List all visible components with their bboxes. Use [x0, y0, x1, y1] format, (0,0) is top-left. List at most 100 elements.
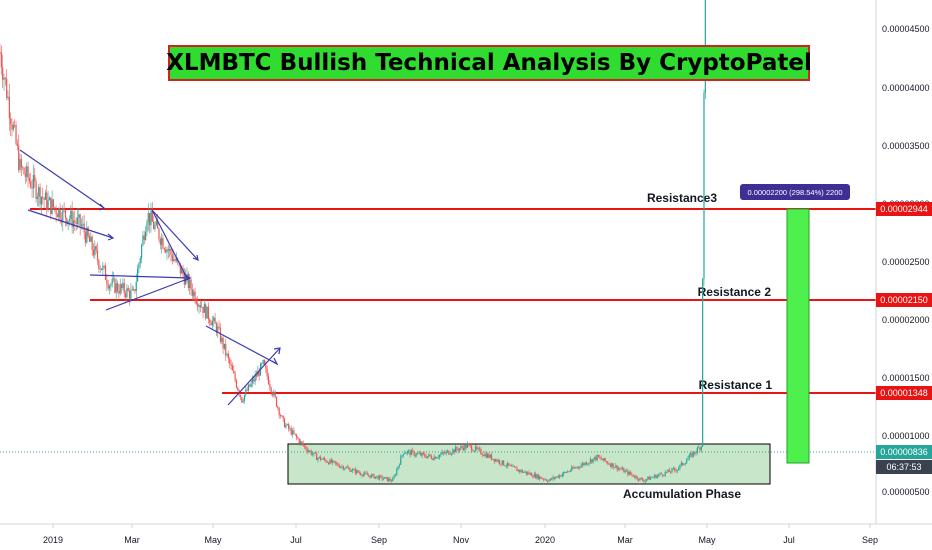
candle [456, 447, 458, 450]
accumulation-zone[interactable] [287, 443, 771, 485]
candle [513, 465, 515, 468]
candle [385, 477, 387, 478]
price-axis[interactable]: 0.000045000.000040000.000035000.00003000… [882, 24, 930, 497]
candle [128, 290, 131, 299]
candle [692, 451, 694, 457]
candle [51, 199, 53, 214]
candle [567, 471, 569, 473]
candle [612, 463, 614, 468]
candle [124, 293, 127, 298]
candle [315, 453, 318, 460]
candle [368, 475, 370, 476]
candle [174, 259, 176, 262]
candle [687, 458, 689, 461]
candle [501, 460, 503, 465]
candle [671, 468, 673, 473]
candle [593, 456, 596, 459]
candle [56, 214, 59, 218]
candle [361, 474, 363, 476]
candle [548, 480, 550, 482]
candle [187, 273, 189, 288]
candle [444, 452, 446, 454]
candle [532, 476, 534, 478]
candle [349, 468, 351, 472]
pattern-line [19, 149, 105, 209]
candle [621, 468, 624, 470]
candle [211, 320, 213, 326]
candle [544, 479, 546, 481]
candle [565, 472, 567, 473]
candle [437, 457, 439, 459]
candle [287, 424, 290, 429]
candle [603, 458, 605, 461]
candle [476, 446, 478, 449]
candle [468, 443, 470, 445]
candle [472, 450, 474, 452]
candle [486, 454, 489, 458]
candle [390, 480, 393, 482]
candle [660, 473, 662, 475]
candle [365, 472, 367, 474]
candle [0, 52, 1, 53]
candle [668, 469, 670, 472]
candle [322, 458, 324, 460]
candle [135, 281, 137, 292]
candle [520, 470, 522, 472]
candle [313, 452, 315, 454]
candle [516, 467, 518, 472]
candle [699, 447, 701, 451]
target-measure-bar[interactable] [786, 208, 810, 464]
candle [23, 167, 25, 175]
candle [674, 468, 676, 470]
candle [352, 469, 354, 471]
candle [243, 394, 246, 401]
candles [0, 0, 706, 484]
candle [611, 463, 613, 467]
candle [186, 273, 188, 276]
candle [48, 197, 51, 201]
candle [503, 460, 505, 466]
candle [643, 480, 645, 482]
time-tick-label: Mar [617, 535, 633, 545]
candle [202, 306, 204, 313]
candle [344, 468, 346, 470]
candle [406, 451, 409, 454]
candle [678, 468, 680, 470]
candle [255, 375, 258, 377]
candle [325, 459, 327, 463]
time-axis[interactable]: 2019 Mar May Jul Sep Nov 2020 Mar May Jul Sep [43, 524, 878, 545]
resistance-1-label: Resistance 1 [699, 378, 773, 392]
candle [378, 475, 380, 480]
candle [560, 475, 562, 477]
candle [219, 327, 222, 342]
candle [46, 192, 48, 210]
candle [563, 472, 565, 475]
candle [158, 228, 160, 240]
time-tick-label: May [204, 535, 222, 545]
candle [652, 477, 654, 478]
candle [289, 428, 291, 430]
candle [294, 433, 296, 435]
candle [396, 469, 398, 475]
candle [389, 478, 391, 481]
candle [698, 447, 700, 449]
candle [263, 360, 266, 366]
time-tick-label: Jul [783, 535, 795, 545]
price-tick-label: 0.00002500 [882, 257, 930, 267]
candle [246, 389, 248, 391]
chart-title: XLMBTC Bullish Technical Analysis By Cry… [166, 50, 812, 76]
candle [488, 454, 490, 458]
countdown-tag [876, 460, 932, 474]
candle [12, 124, 14, 130]
candle [67, 220, 69, 225]
candle [92, 249, 95, 256]
candle [381, 476, 383, 480]
candle [215, 323, 218, 333]
candle [656, 475, 658, 479]
candle [688, 454, 690, 459]
candle [251, 379, 254, 383]
candle [366, 473, 368, 476]
candle [675, 469, 677, 472]
